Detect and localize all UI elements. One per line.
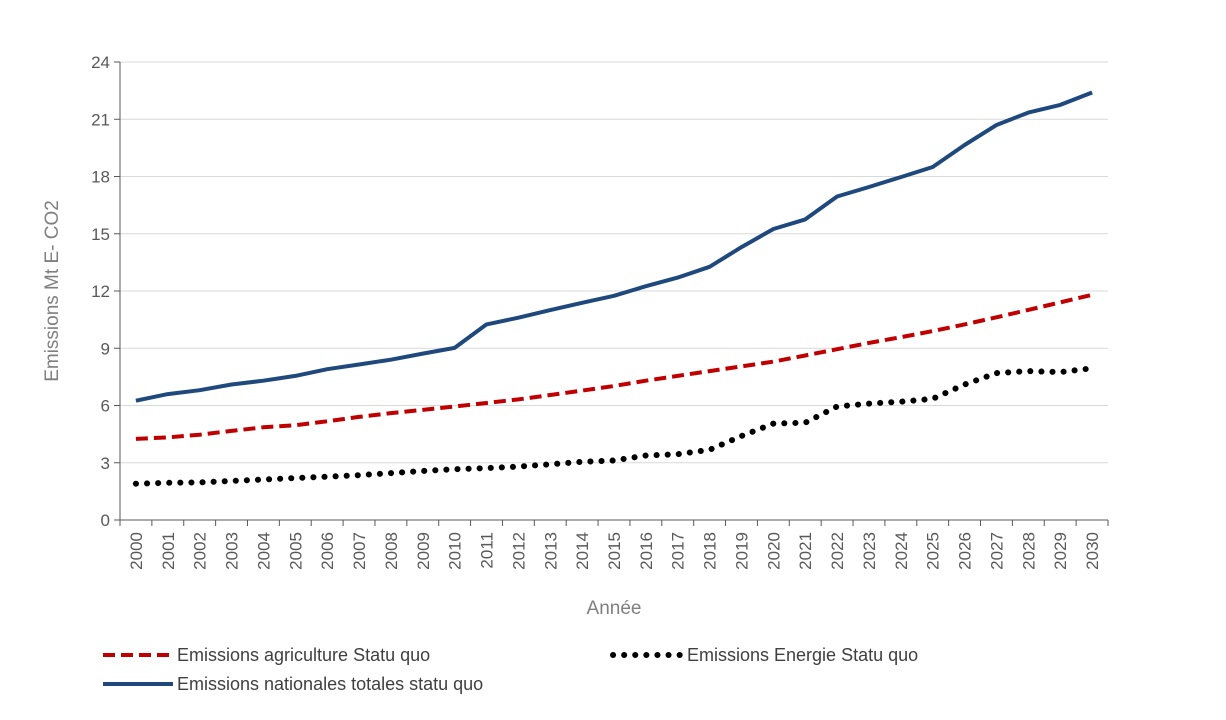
series-line-1 (135, 292, 1093, 441)
x-tick-label: 2013 (541, 532, 560, 570)
y-tick-label: 15 (91, 225, 110, 244)
x-tick-label: 2022 (828, 532, 847, 570)
legend: Emissions agriculture Statu quo Emissions… (103, 645, 918, 694)
y-tick-label: 12 (91, 282, 110, 301)
x-tick-label: 2027 (987, 532, 1006, 570)
x-tick-label: 2021 (796, 532, 815, 570)
x-tick-label: 2002 (191, 532, 210, 570)
x-tick-label: 2026 (956, 532, 975, 570)
y-tick-label: 6 (101, 397, 110, 416)
y-tick-label: 0 (101, 511, 110, 530)
x-tick-label: 2023 (860, 532, 879, 570)
x-tick-label: 2003 (223, 532, 242, 570)
x-tick-label: 2015 (605, 532, 624, 570)
y-tick-label: 21 (91, 110, 110, 129)
x-tick-label: 2017 (669, 532, 688, 570)
x-tick-label: 2028 (1019, 532, 1038, 570)
x-tick-label: 2018 (701, 532, 720, 570)
legend-label: Emissions Energie Statu quo (687, 645, 918, 665)
x-tick-label: 2011 (478, 532, 497, 569)
x-tick-label: 2030 (1083, 532, 1102, 570)
x-tick-label: 2006 (318, 532, 337, 570)
x-tick-label: 2014 (573, 532, 592, 570)
legend-label: Emissions agriculture Statu quo (177, 645, 430, 665)
grid-layer (120, 61, 1108, 464)
x-tick-label: 2008 (382, 532, 401, 570)
x-tick-label: 2020 (764, 532, 783, 570)
y-tick-label: 18 (91, 168, 110, 187)
legend-item-2: Emissions Energie Statu quo (610, 645, 918, 665)
series-layer (132, 90, 1096, 487)
x-axis-title: Année (587, 598, 642, 619)
x-tick-label: 2009 (414, 532, 433, 570)
x-tick-label: 2019 (732, 532, 751, 570)
x-tick-label: 2012 (509, 532, 528, 570)
x-tick-label: 2010 (446, 532, 465, 570)
x-tick-label: 2029 (1051, 532, 1070, 570)
x-tick-label: 2005 (286, 532, 305, 570)
y-tick-label: 24 (91, 53, 110, 72)
x-tick-label: 2001 (159, 532, 178, 570)
x-tick-label: 2016 (637, 532, 656, 570)
x-tick-label: 2025 (924, 532, 943, 570)
legend-item-3: Emissions nationales totales statu quo (103, 674, 483, 694)
x-tick-label: 2007 (350, 532, 369, 570)
series-line-3 (135, 90, 1093, 403)
y-axis-title: Emissions Mt E- CO2 (42, 200, 63, 382)
series-line-2 (132, 365, 1096, 487)
x-tick-label: 2000 (127, 532, 146, 570)
y-tick-label: 3 (101, 454, 110, 473)
axis-layer: 0 3 6 9 12 15 18 21 24 2000 2001 2002 2003 2004 2005 20… (91, 53, 1109, 570)
legend-label: Emissions nationales totales statu quo (177, 674, 483, 694)
x-tick-label: 2004 (254, 532, 273, 570)
y-tick-label: 9 (101, 339, 110, 358)
legend-item-1: Emissions agriculture Statu quo (103, 645, 430, 665)
x-tick-label: 2024 (892, 532, 911, 570)
